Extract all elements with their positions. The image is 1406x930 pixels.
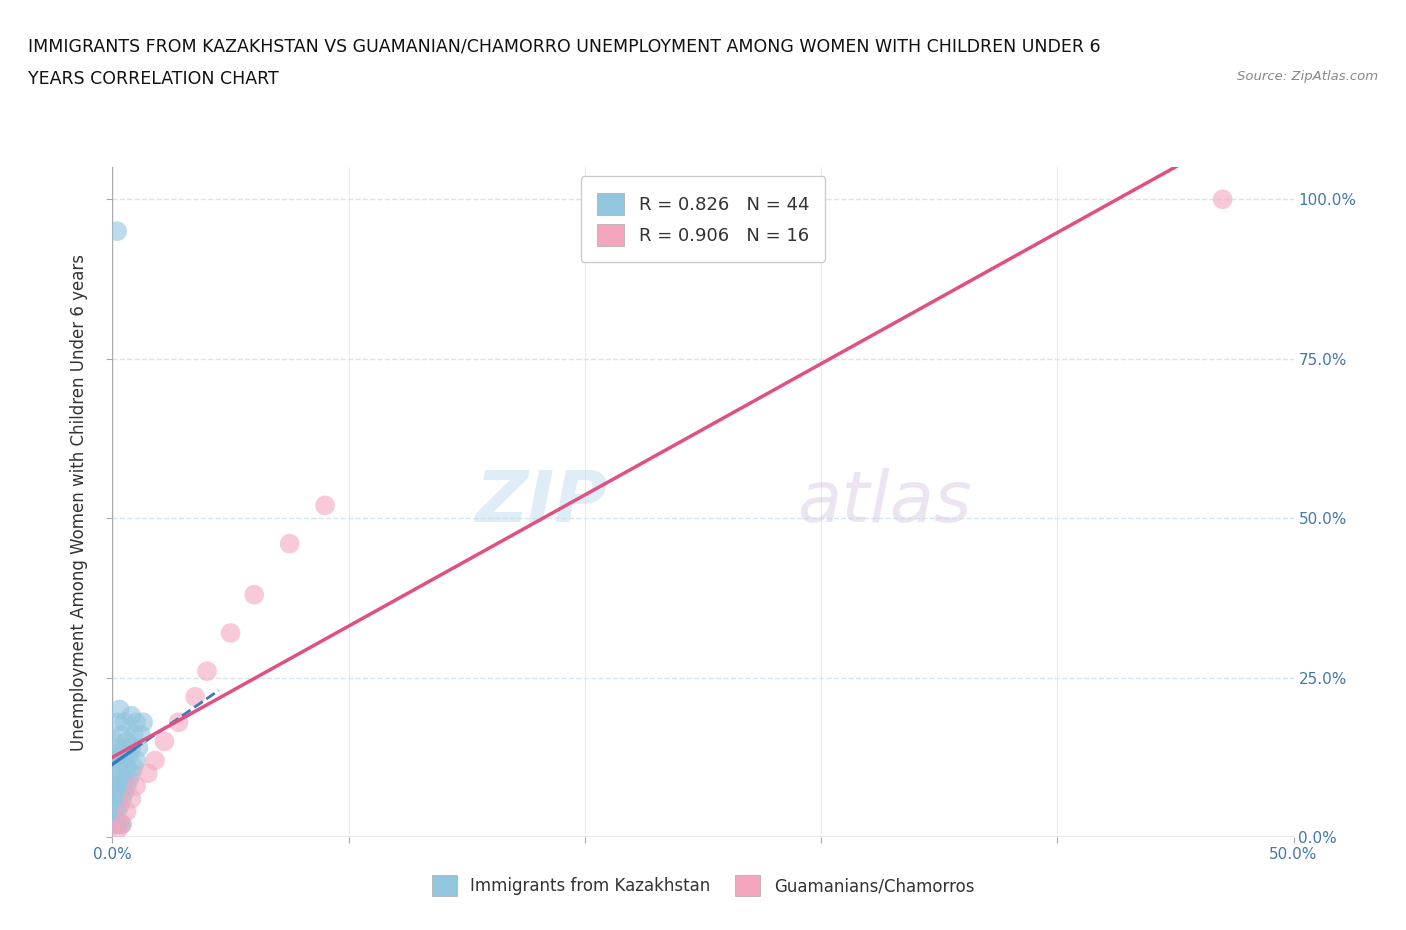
Point: [125, 715, 148, 730]
Point: [115, 804, 138, 819]
Point: [108, 740, 131, 755]
Text: Source: ZipAtlas.com: Source: ZipAtlas.com: [1237, 70, 1378, 83]
Point: [122, 727, 145, 742]
Point: [115, 734, 138, 749]
Text: YEARS CORRELATION CHART: YEARS CORRELATION CHART: [28, 70, 278, 87]
Point: [115, 760, 138, 775]
Point: [1212, 192, 1234, 206]
Point: [115, 778, 138, 793]
Point: [104, 810, 127, 825]
Point: [111, 727, 134, 742]
Point: [184, 689, 207, 704]
Point: [108, 798, 131, 813]
Point: [104, 817, 127, 831]
Point: [104, 798, 127, 813]
Point: [143, 753, 166, 768]
Point: [105, 224, 128, 239]
Point: [118, 772, 141, 787]
Point: [104, 778, 127, 793]
Point: [108, 760, 131, 775]
Point: [129, 727, 152, 742]
Text: atlas: atlas: [797, 468, 972, 537]
Point: [104, 734, 127, 749]
Point: [122, 760, 145, 775]
Point: [153, 734, 176, 749]
Point: [111, 791, 134, 806]
Point: [278, 537, 301, 551]
Point: [105, 772, 128, 787]
Legend: Immigrants from Kazakhstan, Guamanians/Chamorros: Immigrants from Kazakhstan, Guamanians/C…: [419, 862, 987, 909]
Point: [108, 702, 131, 717]
Point: [108, 785, 131, 800]
Text: IMMIGRANTS FROM KAZAKHSTAN VS GUAMANIAN/CHAMORRO UNEMPLOYMENT AMONG WOMEN WITH C: IMMIGRANTS FROM KAZAKHSTAN VS GUAMANIAN/…: [28, 37, 1101, 55]
Point: [111, 753, 134, 768]
Point: [136, 765, 159, 780]
Point: [112, 772, 135, 787]
Point: [132, 715, 155, 730]
Point: [120, 765, 142, 780]
Point: [118, 747, 141, 762]
Point: [111, 817, 134, 831]
Point: [105, 715, 128, 730]
Point: [243, 587, 266, 602]
Point: [167, 715, 190, 730]
Point: [104, 765, 127, 780]
Point: [105, 804, 128, 819]
Point: [105, 747, 128, 762]
Text: ZIP: ZIP: [477, 468, 609, 537]
Point: [120, 791, 142, 806]
Point: [111, 817, 134, 831]
Point: [112, 747, 135, 762]
Point: [104, 753, 127, 768]
Point: [105, 791, 128, 806]
Y-axis label: Unemployment Among Women with Children Under 6 years: Unemployment Among Women with Children U…: [70, 254, 89, 751]
Point: [111, 778, 134, 793]
Point: [125, 778, 148, 793]
Point: [112, 715, 135, 730]
Point: [108, 817, 131, 831]
Point: [105, 817, 128, 831]
Point: [112, 785, 135, 800]
Point: [219, 626, 242, 641]
Point: [120, 709, 142, 724]
Point: [314, 498, 336, 512]
Point: [125, 753, 148, 768]
Point: [120, 740, 142, 755]
Point: [195, 664, 218, 679]
Point: [127, 740, 149, 755]
Point: [105, 823, 128, 838]
